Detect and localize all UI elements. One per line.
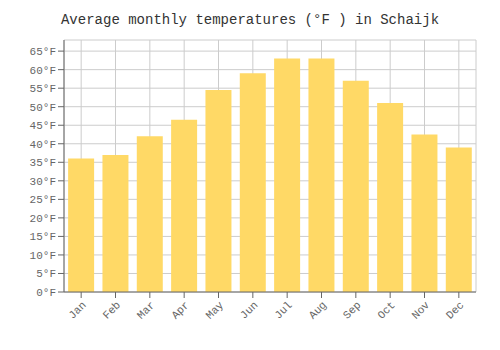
svg-text:Oct: Oct bbox=[375, 299, 397, 321]
svg-text:40°F: 40°F bbox=[30, 139, 56, 151]
svg-text:Apr: Apr bbox=[169, 299, 191, 321]
html-text:Average monthly temperatures (: Average monthly temperatures (°F ) in Sc… bbox=[61, 12, 439, 28]
svg-text:Jan: Jan bbox=[66, 299, 88, 321]
svg-text:Feb: Feb bbox=[101, 299, 123, 321]
svg-text:25°F: 25°F bbox=[30, 194, 56, 206]
svg-text:5°F: 5°F bbox=[36, 268, 56, 280]
svg-text:50°F: 50°F bbox=[30, 102, 56, 114]
svg-text:Mar: Mar bbox=[135, 299, 157, 321]
svg-text:Dec: Dec bbox=[444, 299, 466, 321]
svg-text:Jul: Jul bbox=[272, 299, 294, 321]
svg-text:Aug: Aug bbox=[307, 299, 329, 321]
svg-text:15°F: 15°F bbox=[30, 231, 56, 243]
svg-text:65°F: 65°F bbox=[30, 46, 56, 58]
svg-text:Nov: Nov bbox=[410, 299, 433, 322]
svg-text:Jun: Jun bbox=[238, 299, 260, 321]
svg-text:35°F: 35°F bbox=[30, 157, 56, 169]
svg-text:20°F: 20°F bbox=[30, 213, 56, 225]
svg-text:May: May bbox=[204, 299, 227, 322]
svg-text:60°F: 60°F bbox=[30, 65, 56, 77]
svg-text:45°F: 45°F bbox=[30, 120, 56, 132]
svg-text:0°F: 0°F bbox=[36, 287, 56, 299]
svg-text:30°F: 30°F bbox=[30, 176, 56, 188]
svg-text:Sep: Sep bbox=[341, 299, 363, 321]
svg-text:10°F: 10°F bbox=[30, 250, 56, 262]
svg-text:55°F: 55°F bbox=[30, 83, 56, 95]
